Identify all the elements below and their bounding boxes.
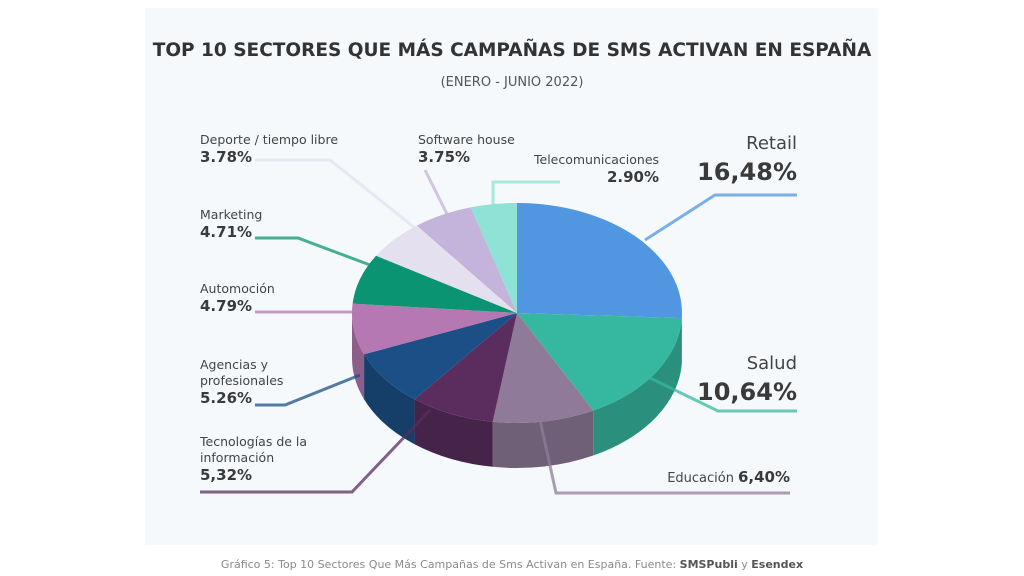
category-label: Software house	[418, 132, 515, 147]
leader-line	[491, 180, 560, 205]
label: Automoción 4.79%	[200, 281, 275, 316]
value-label: 3.78%	[200, 148, 253, 166]
label: Retail 16,48%	[697, 132, 797, 188]
caption-source: Esendex	[751, 558, 804, 571]
caption-text: y	[737, 558, 752, 571]
value-label: 5,32%	[200, 466, 253, 484]
label: Educación 6,40%	[667, 468, 790, 487]
label: Software house 3.75%	[418, 132, 515, 167]
category-label: Tecnologías de la información	[200, 434, 308, 465]
label: Salud 10,64%	[697, 352, 797, 408]
chart-subtitle: (ENERO - JUNIO 2022)	[441, 75, 584, 90]
slice	[352, 303, 517, 355]
caption-text: Gráfico 5: Top 10 Sectores Que Más Campa…	[220, 558, 680, 571]
category-label: Retail	[746, 133, 797, 154]
value-label: 5.26%	[200, 389, 253, 407]
slice-side	[414, 399, 493, 467]
value-label: 4.71%	[200, 223, 253, 241]
leader-line	[644, 193, 797, 242]
label: Tecnologías de la información 5,32%	[200, 434, 310, 485]
category-label: Automoción	[200, 281, 275, 296]
leader-line	[255, 158, 416, 230]
caption-source: SMSPubli	[679, 558, 738, 571]
label: Deporte / tiempo libre 3.78%	[200, 132, 338, 167]
leader-line	[255, 373, 361, 407]
value-label: 16,48%	[697, 158, 797, 186]
slice	[414, 313, 517, 422]
value-label: 4.79%	[200, 297, 253, 315]
label: Agencias y profesionales 5.26%	[200, 357, 295, 408]
value-label: 3.75%	[418, 148, 471, 166]
category-label: Marketing	[200, 207, 263, 222]
value-label: 6,40%	[737, 468, 790, 486]
category-label: Telecomunicaciones	[534, 152, 660, 167]
chart-title: TOP 10 SECTORES QUE MÁS CAMPAÑAS DE SMS …	[153, 38, 872, 61]
leader-line	[538, 419, 790, 495]
category-label: Agencias y profesionales	[200, 357, 284, 388]
slice	[364, 313, 517, 400]
slice	[517, 203, 682, 319]
slice	[416, 207, 517, 313]
label: Telecomunicaciones 2.90%	[534, 152, 659, 187]
category-label: Educación	[667, 471, 734, 486]
slice	[470, 203, 517, 313]
slice	[517, 313, 682, 411]
slice	[492, 313, 594, 423]
category-label: Salud	[746, 353, 797, 374]
slice	[376, 225, 517, 313]
slice-side	[593, 318, 682, 456]
category-label: Deporte / tiempo libre	[200, 132, 339, 147]
slice-side	[364, 354, 415, 445]
value-label: 10,64%	[697, 378, 797, 406]
leader-line	[255, 236, 371, 267]
value-label: 2.90%	[606, 168, 660, 186]
caption: Gráfico 5: Top 10 Sectores Que Más Campa…	[0, 558, 1024, 571]
leader-line	[649, 376, 797, 413]
slice	[352, 255, 517, 313]
leader-line	[423, 169, 452, 221]
label: Marketing 4.71%	[200, 207, 262, 242]
leader-line	[200, 408, 432, 494]
